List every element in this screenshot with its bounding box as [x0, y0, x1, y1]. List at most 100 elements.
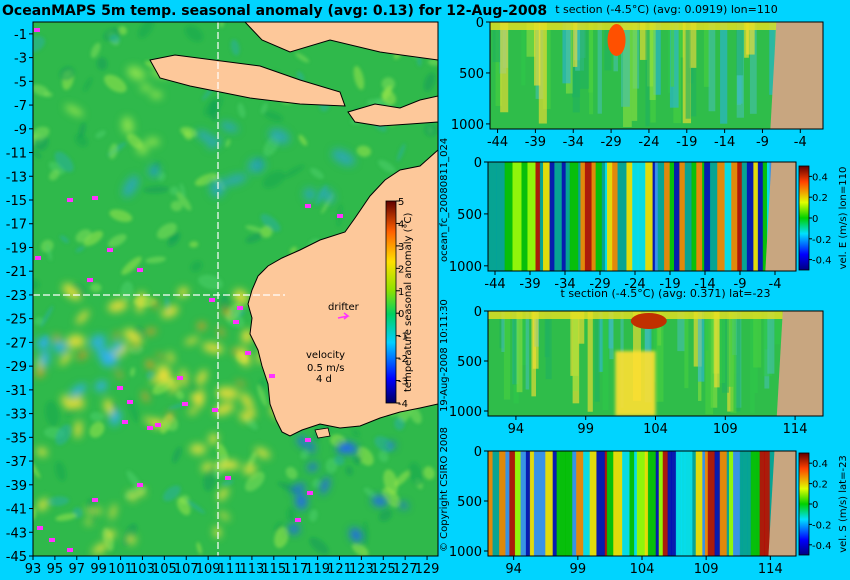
sea-texture-patch — [248, 451, 257, 467]
anomaly-patch — [247, 158, 266, 174]
map-colorbar-tick-label: -3 — [398, 377, 408, 388]
anomaly-patch — [331, 148, 355, 166]
section-velocity-stripe — [535, 162, 541, 271]
section-hot-spot — [630, 313, 667, 329]
section-velocity-stripe — [505, 451, 510, 556]
section-velocity-stripe — [762, 162, 768, 271]
section-column — [598, 311, 604, 372]
anomaly-patch — [96, 347, 118, 366]
section-velocity-stripe — [704, 451, 709, 556]
section-column — [767, 311, 775, 374]
anomaly-patch — [233, 289, 249, 306]
section-warm-core — [615, 351, 656, 416]
section-velocity-stripe — [669, 162, 675, 271]
date-label: 19-Aug-2008 10:11:30 — [439, 299, 450, 412]
anomaly-patch — [149, 90, 163, 100]
sea-texture-patch — [397, 143, 406, 162]
drifter-marker — [147, 426, 153, 430]
anomaly-patch — [84, 507, 103, 514]
map-frame — [32, 21, 439, 557]
section-column — [722, 311, 729, 393]
sea-texture-patch — [409, 407, 422, 424]
section-velocity-stripe — [759, 451, 765, 556]
section-land — [765, 162, 796, 271]
section-column — [579, 22, 589, 89]
anomaly-patch — [387, 441, 396, 449]
section-velocity-stripe — [756, 451, 761, 556]
drifter-marker — [117, 386, 123, 390]
sea-texture-patch — [424, 72, 436, 92]
section-velocity-stripe — [591, 162, 597, 271]
sea-texture-patch — [89, 421, 105, 438]
sea-texture-patch — [310, 168, 324, 179]
anomaly-patch — [303, 187, 316, 201]
sea-texture-patch — [157, 172, 166, 182]
anomaly-patch — [37, 498, 49, 511]
sea-texture-patch — [356, 145, 372, 157]
sea-texture-patch — [262, 170, 285, 189]
section-frame — [487, 161, 797, 272]
anomaly-patch — [309, 440, 315, 455]
sea-texture-patch — [176, 191, 192, 211]
section-velocity-stripe — [664, 162, 671, 271]
anomaly-patch — [136, 142, 148, 155]
drifter-marker — [137, 483, 143, 487]
section-column — [572, 311, 579, 391]
section-velocity-stripe — [684, 451, 693, 556]
drifter-marker — [92, 498, 98, 502]
section-velocity-stripe — [542, 451, 546, 556]
map-y-tick-label: -45 — [6, 550, 27, 565]
sea-texture-patch — [128, 399, 139, 422]
section-velocity-stripe — [657, 162, 665, 271]
sea-texture-patch — [138, 22, 154, 39]
drifter-marker — [233, 320, 239, 324]
map-y-tick-label: -27 — [6, 336, 27, 351]
map-x-tick-label: 109 — [196, 562, 221, 577]
section-colorbar-tick-label: 0 — [812, 500, 818, 511]
section-velocity-stripe — [622, 451, 630, 556]
section-y-tick-label: 1000 — [449, 545, 482, 560]
anomaly-patch — [398, 502, 409, 509]
anomaly-patch — [189, 443, 207, 455]
map-colorbar-label: temperature seasonal anomaly (°C) — [403, 213, 414, 392]
anomaly-patch — [127, 491, 137, 502]
map-y-tick-label: -5 — [14, 75, 27, 90]
map-y-tick-label: -37 — [6, 455, 27, 470]
map-x-tick-label: 99 — [90, 562, 107, 577]
section-velocity-stripe — [509, 451, 516, 556]
sea-texture-patch — [33, 36, 45, 53]
anomaly-patch — [66, 334, 85, 349]
section-column — [736, 22, 744, 76]
anomaly-patch — [71, 396, 85, 410]
sea-texture-patch — [48, 161, 65, 175]
sea-texture-patch — [378, 509, 392, 522]
section-column — [594, 311, 600, 402]
map-x-tick-label: 111 — [218, 562, 243, 577]
sea-texture-patch — [190, 260, 203, 272]
section-velocity-stripe — [737, 162, 743, 271]
section-colorbar-tick-label: 0.4 — [812, 459, 828, 470]
map-colorbar-tick-label: 0 — [398, 309, 404, 320]
anomaly-patch — [36, 336, 51, 350]
section-velocity-stripe — [696, 162, 703, 271]
section-x-tick-label: 99 — [570, 562, 587, 577]
anomaly-patch — [109, 503, 117, 520]
section-x-tick-label: 104 — [630, 562, 655, 577]
sea-texture-patch — [33, 126, 50, 141]
anomaly-patch — [348, 447, 358, 455]
sea-texture-patch — [363, 487, 377, 499]
section-velocity-stripe — [514, 451, 522, 556]
section-colorbar-tick-label: 0 — [812, 214, 818, 225]
section-velocity-stripe — [569, 162, 579, 271]
section-velocity-stripe — [552, 451, 558, 556]
section-velocity-stripe — [521, 162, 528, 271]
sea-texture-patch — [34, 316, 44, 326]
section-y-tick-label: 500 — [457, 208, 482, 223]
map-x-tick-label: 117 — [283, 562, 308, 577]
section-y-tick-label: 500 — [457, 495, 482, 510]
anomaly-patch — [74, 420, 83, 439]
anomaly-patch — [155, 353, 166, 360]
drifter-marker — [269, 374, 275, 378]
section-column — [516, 311, 523, 393]
map-x-tick-label: 101 — [108, 562, 133, 577]
